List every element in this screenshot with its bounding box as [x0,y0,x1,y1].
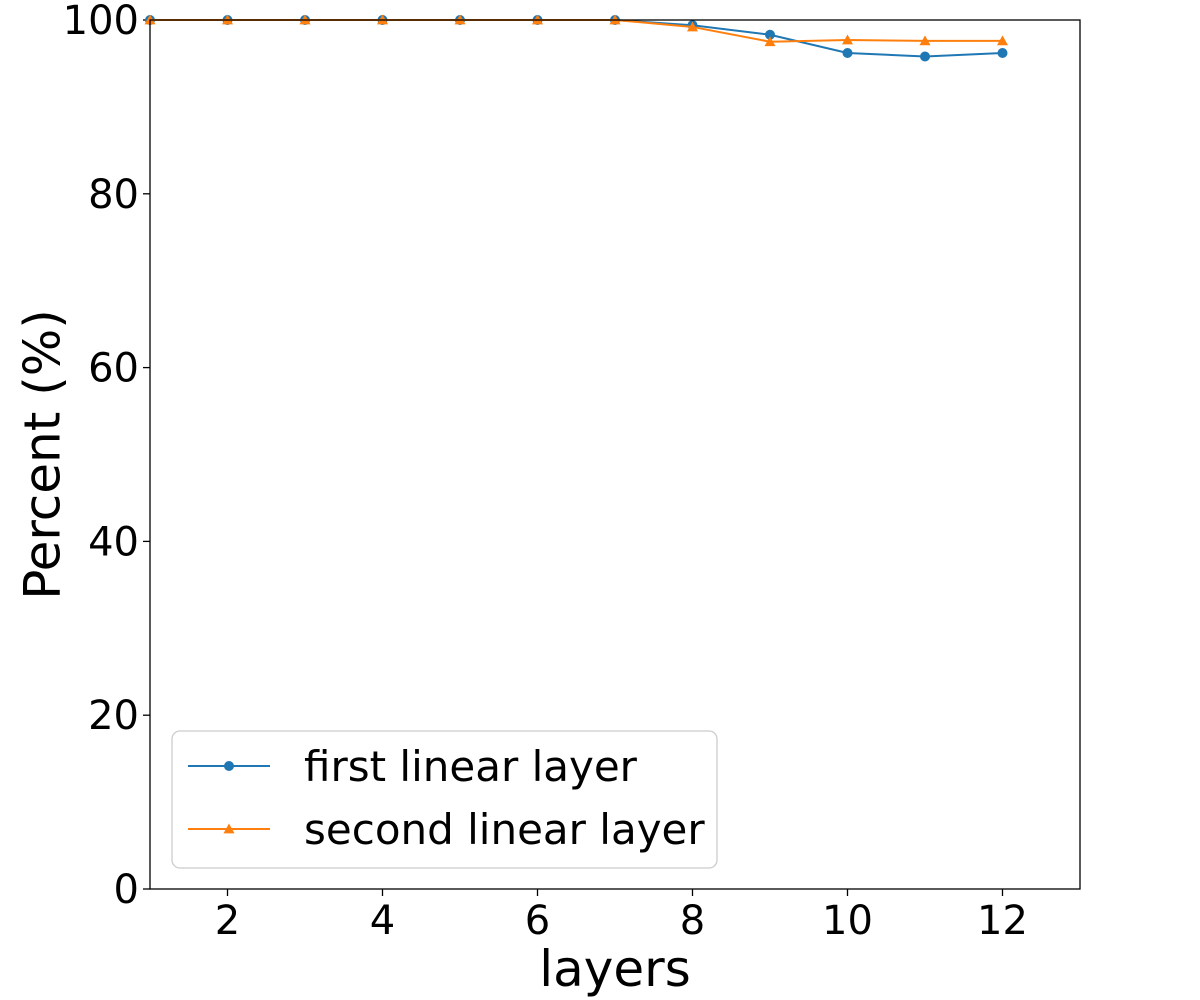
data-point [765,29,775,40]
plot-area-frame [149,19,1081,890]
ticks: 2 4 6 8 10 12 0 20 40 60 80 100 [63,0,1028,944]
y-tick-label: 0 [114,867,139,913]
y-tick-label: 20 [88,693,139,739]
data-point [920,51,930,62]
x-tick-label: 4 [370,898,395,944]
series-line [150,19,1003,43]
y-tick-label: 100 [63,0,139,44]
series-2 [144,14,1008,47]
x-tick-label: 12 [977,898,1028,944]
data-point [997,48,1008,59]
legend-swatch-marker [223,823,235,834]
data-point [919,35,931,46]
data-point [687,21,698,32]
series-line [150,19,1003,58]
legend-label: first linear layer [304,742,638,791]
legend-box [171,730,718,869]
y-tick-label: 40 [88,519,139,565]
legend: first linear layer second linear layer [171,730,718,869]
data-point [842,34,853,45]
x-tick-label: 10 [822,898,873,944]
legend-label: second linear layer [304,805,705,854]
x-tick-label: 6 [525,898,550,944]
data-point [997,35,1008,46]
x-tick-label: 8 [680,898,705,944]
x-axis-label: layers [539,940,691,998]
legend-item: second linear layer [188,805,705,854]
x-tick-label: 2 [215,898,240,944]
y-axis-label: Percent (%) [14,309,72,600]
y-tick-label: 60 [88,346,139,392]
data-point [842,48,853,59]
data-point [764,36,776,47]
legend-item: first linear layer [188,742,638,791]
series-lines [144,14,1008,62]
y-tick-label: 80 [88,172,139,218]
legend-swatch-marker [224,761,234,771]
series-1 [145,15,1008,62]
